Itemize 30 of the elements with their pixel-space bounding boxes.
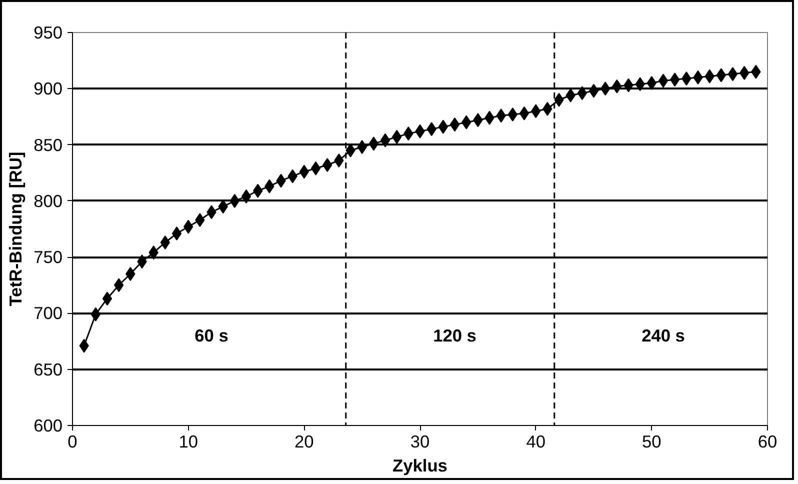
point: [241, 189, 252, 204]
x-tick-label: 50: [642, 432, 662, 452]
point: [519, 106, 530, 120]
y-tick-label: 850: [34, 134, 63, 155]
x-axis-title: Zyklus: [392, 456, 448, 476]
y-tick-label: 950: [34, 22, 63, 42]
annotation: 240 s: [642, 326, 685, 346]
y-tick-label: 800: [34, 190, 63, 211]
point: [102, 292, 112, 306]
y-tick-label: 600: [34, 416, 63, 436]
point: [380, 133, 390, 148]
y-tick-label: 750: [34, 247, 63, 268]
point: [172, 226, 182, 240]
point: [450, 118, 460, 132]
x-tick-label: 30: [410, 432, 430, 452]
x-tick-label: 40: [526, 432, 546, 452]
x-tick-label: 0: [68, 432, 78, 452]
x-tick-label: 60: [758, 432, 778, 452]
point: [728, 67, 738, 82]
point: [658, 74, 668, 88]
y-axis-title: TetR-Bindung [RU]: [6, 152, 26, 306]
point: [310, 161, 321, 176]
x-tick-label: 20: [294, 432, 314, 452]
y-tick-label: 650: [34, 359, 63, 380]
y-tick-label: 700: [34, 303, 63, 324]
annotation: 120 s: [433, 326, 476, 346]
y-tick-label: 900: [34, 78, 63, 99]
point: [588, 84, 599, 98]
annotation: 60 s: [194, 326, 228, 346]
x-tick-label: 10: [178, 432, 198, 452]
